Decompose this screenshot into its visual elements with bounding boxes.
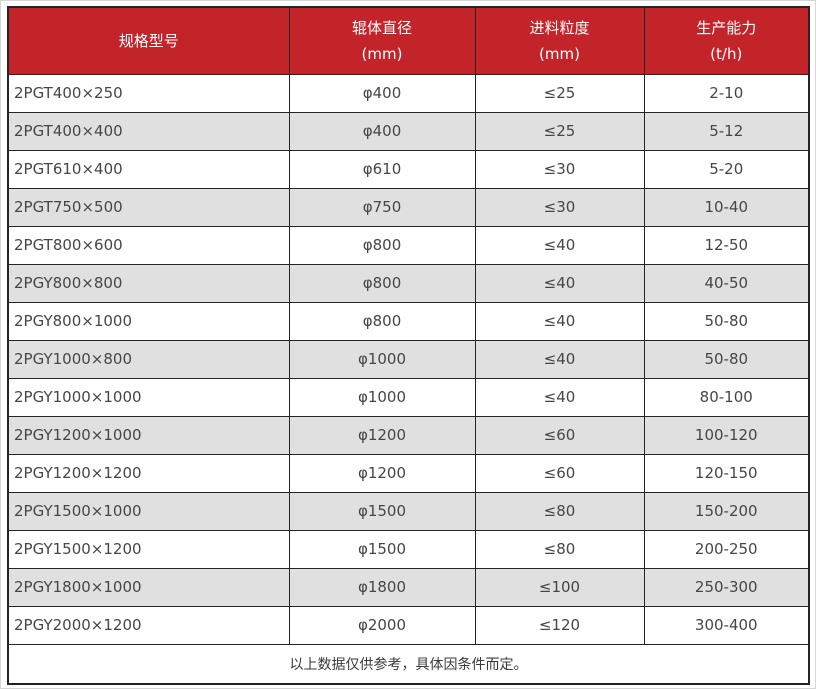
cell-model: 2PGY1500×1200: [7, 529, 290, 569]
cell-model: 2PGY2000×1200: [7, 605, 290, 645]
header-cell-roller-diameter: 辊体直径 (mm): [288, 6, 476, 75]
cell-capacity: 120-150: [643, 453, 810, 493]
cell-feed-size: ≤40: [474, 301, 645, 341]
table-row: 2PGY800×800 φ800 ≤40 40-50: [7, 263, 810, 303]
cell-model: 2PGY800×1000: [7, 301, 290, 341]
cell-roller-diameter: φ800: [288, 225, 476, 265]
cell-feed-size: ≤80: [474, 529, 645, 569]
cell-roller-diameter: φ400: [288, 111, 476, 151]
table-row: 2PGT750×500 φ750 ≤30 10-40: [7, 187, 810, 227]
cell-model: 2PGY1000×800: [7, 339, 290, 379]
table-header-row: 规格型号 辊体直径 (mm) 进料粒度 (mm) 生产能力 (t/h): [7, 6, 810, 75]
table-row: 2PGY800×1000 φ800 ≤40 50-80: [7, 301, 810, 341]
cell-feed-size: ≤40: [474, 339, 645, 379]
cell-capacity: 2-10: [643, 73, 810, 113]
cell-model: 2PGY1200×1000: [7, 415, 290, 455]
cell-capacity: 150-200: [643, 491, 810, 531]
cell-capacity: 300-400: [643, 605, 810, 645]
header-cell-capacity: 生产能力 (t/h): [643, 6, 810, 75]
cell-model: 2PGY1000×1000: [7, 377, 290, 417]
header-unit-capacity: (t/h): [710, 44, 743, 63]
spec-table: 规格型号 辊体直径 (mm) 进料粒度 (mm) 生产能力 (t/h) 2PGT…: [7, 6, 810, 685]
cell-feed-size: ≤25: [474, 111, 645, 151]
cell-model: 2PGT750×500: [7, 187, 290, 227]
table-row: 2PGY1000×800 φ1000 ≤40 50-80: [7, 339, 810, 379]
cell-roller-diameter: φ1200: [288, 415, 476, 455]
table-row: 2PGY1500×1000 φ1500 ≤80 150-200: [7, 491, 810, 531]
table-row: 2PGY1200×1200 φ1200 ≤60 120-150: [7, 453, 810, 493]
cell-feed-size: ≤60: [474, 453, 645, 493]
cell-roller-diameter: φ1200: [288, 453, 476, 493]
cell-model: 2PGT800×600: [7, 225, 290, 265]
cell-capacity: 12-50: [643, 225, 810, 265]
header-label-capacity: 生产能力: [696, 18, 757, 37]
table-row: 2PGY1500×1200 φ1500 ≤80 200-250: [7, 529, 810, 569]
cell-model: 2PGY1200×1200: [7, 453, 290, 493]
cell-model: 2PGT610×400: [7, 149, 290, 189]
cell-feed-size: ≤120: [474, 605, 645, 645]
cell-roller-diameter: φ1000: [288, 339, 476, 379]
cell-roller-diameter: φ1000: [288, 377, 476, 417]
cell-model: 2PGT400×250: [7, 73, 290, 113]
header-cell-model: 规格型号: [7, 6, 290, 75]
cell-feed-size: ≤40: [474, 263, 645, 303]
cell-roller-diameter: φ1500: [288, 491, 476, 531]
cell-feed-size: ≤30: [474, 149, 645, 189]
cell-roller-diameter: φ2000: [288, 605, 476, 645]
footer-note: 以上数据仅供参考，具体因条件而定。: [7, 643, 810, 685]
cell-capacity: 250-300: [643, 567, 810, 607]
cell-roller-diameter: φ1500: [288, 529, 476, 569]
cell-capacity: 80-100: [643, 377, 810, 417]
cell-capacity: 100-120: [643, 415, 810, 455]
cell-feed-size: ≤80: [474, 491, 645, 531]
cell-roller-diameter: φ610: [288, 149, 476, 189]
table-row: 2PGT800×600 φ800 ≤40 12-50: [7, 225, 810, 265]
table-row: 2PGY1200×1000 φ1200 ≤60 100-120: [7, 415, 810, 455]
table-footer-row: 以上数据仅供参考，具体因条件而定。: [7, 643, 810, 685]
cell-roller-diameter: φ1800: [288, 567, 476, 607]
cell-capacity: 10-40: [643, 187, 810, 227]
header-label-feed-size: 进料粒度: [529, 18, 590, 37]
cell-capacity: 5-12: [643, 111, 810, 151]
cell-capacity: 50-80: [643, 339, 810, 379]
cell-roller-diameter: φ800: [288, 301, 476, 341]
cell-feed-size: ≤60: [474, 415, 645, 455]
spec-table-container: 规格型号 辊体直径 (mm) 进料粒度 (mm) 生产能力 (t/h) 2PGT…: [7, 6, 810, 685]
header-label-model: 规格型号: [118, 31, 179, 50]
table-row: 2PGT400×250 φ400 ≤25 2-10: [7, 73, 810, 113]
cell-model: 2PGY800×800: [7, 263, 290, 303]
header-label-roller-diameter: 辊体直径: [351, 18, 412, 37]
cell-feed-size: ≤25: [474, 73, 645, 113]
table-row: 2PGY1800×1000 φ1800 ≤100 250-300: [7, 567, 810, 607]
cell-capacity: 40-50: [643, 263, 810, 303]
header-cell-feed-size: 进料粒度 (mm): [474, 6, 645, 75]
cell-feed-size: ≤100: [474, 567, 645, 607]
cell-capacity: 5-20: [643, 149, 810, 189]
cell-model: 2PGT400×400: [7, 111, 290, 151]
cell-model: 2PGY1800×1000: [7, 567, 290, 607]
header-unit-feed-size: (mm): [539, 44, 580, 63]
cell-feed-size: ≤40: [474, 377, 645, 417]
cell-capacity: 200-250: [643, 529, 810, 569]
header-unit-roller-diameter: (mm): [361, 44, 403, 63]
cell-feed-size: ≤30: [474, 187, 645, 227]
table-row: 2PGY1000×1000 φ1000 ≤40 80-100: [7, 377, 810, 417]
cell-model: 2PGY1500×1000: [7, 491, 290, 531]
cell-roller-diameter: φ400: [288, 73, 476, 113]
cell-feed-size: ≤40: [474, 225, 645, 265]
table-row: 2PGY2000×1200 φ2000 ≤120 300-400: [7, 605, 810, 645]
cell-roller-diameter: φ750: [288, 187, 476, 227]
table-row: 2PGT610×400 φ610 ≤30 5-20: [7, 149, 810, 189]
cell-capacity: 50-80: [643, 301, 810, 341]
cell-roller-diameter: φ800: [288, 263, 476, 303]
table-row: 2PGT400×400 φ400 ≤25 5-12: [7, 111, 810, 151]
